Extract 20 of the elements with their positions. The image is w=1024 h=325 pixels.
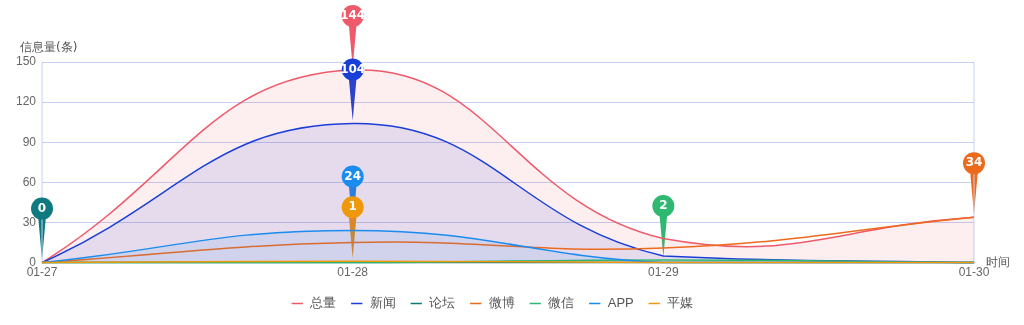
y-tick-label: 90 (22, 134, 37, 149)
legend-label: 论坛 (429, 295, 456, 311)
legend-label: APP (607, 295, 634, 311)
data-label: 0 (37, 200, 47, 215)
x-tick-label: 01-28 (337, 265, 369, 280)
y-axis-title: 信息量(条) (20, 40, 78, 55)
data-label: 24 (344, 168, 362, 183)
y-tick-label: 30 (22, 214, 37, 229)
y-tick-label: 60 (22, 174, 37, 189)
legend-label: 新闻 (369, 295, 396, 311)
y-tick-label: 120 (15, 94, 37, 109)
data-label: 34 (965, 155, 983, 170)
y-tick-label: 150 (15, 54, 37, 69)
legend-label: 平媒 (667, 295, 694, 311)
x-tick-label: 01-29 (647, 265, 680, 280)
legend-label: 微博 (488, 295, 515, 311)
legend-label: 微信 (548, 295, 575, 311)
data-label: 2 (659, 198, 668, 213)
data-label: 1 (348, 199, 357, 214)
legend-label: 总量 (309, 295, 337, 311)
